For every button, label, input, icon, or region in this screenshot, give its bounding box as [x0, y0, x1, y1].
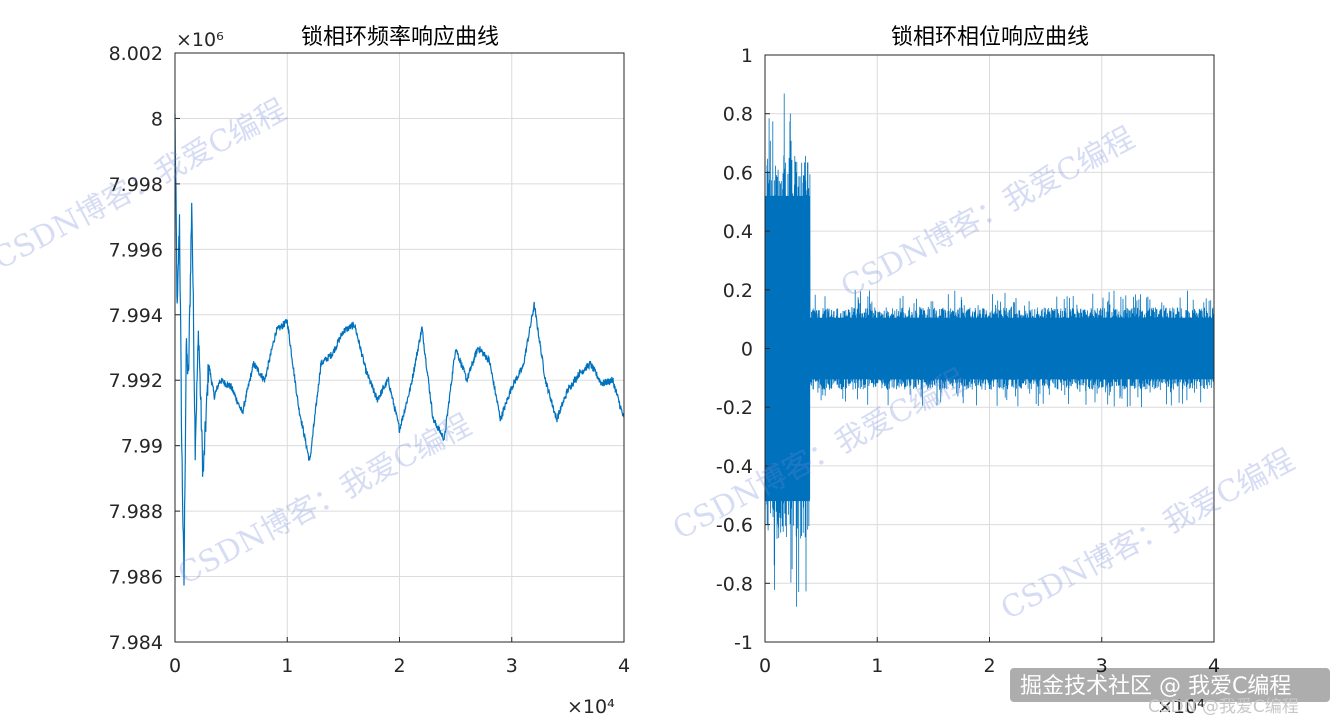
- y-tick-label: 0.8: [723, 104, 753, 126]
- y-tick-label: 7.986: [109, 567, 163, 589]
- y-tick-label: 8.002: [109, 43, 163, 65]
- corner-watermark-backdrop: [1010, 668, 1330, 702]
- y-ticks-left: 7.984 7.986 7.988 7.99 7.992 7.994 7.996 7.998 8…: [109, 43, 180, 654]
- y-tick-label: 7.99: [121, 436, 163, 458]
- series-line: [174, 113, 625, 586]
- y-tick-label: 1: [741, 45, 753, 67]
- phase-response-plot: 0 1 2 3 4 -1 -0.8 -0.6 -0.4 -0.2 0 0.2 0.4 0.6 0.8 1 锁…: [716, 25, 1220, 718]
- x-tick-label: 3: [1096, 655, 1108, 677]
- y-tick-label: 7.988: [109, 501, 163, 523]
- x-tick-label: 3: [506, 655, 518, 677]
- x-tick-label: 4: [1208, 655, 1220, 677]
- series-right: [764, 93, 1215, 607]
- y-tick-label: -1: [734, 632, 753, 654]
- y-tick-label: 8: [151, 108, 163, 130]
- chart-title-right: 锁相环相位响应曲线: [891, 25, 1089, 50]
- x-tick-label: 2: [983, 655, 995, 677]
- y-tick-label: 7.996: [109, 239, 163, 261]
- x-ticks-right: 0 1 2 3 4: [759, 637, 1220, 677]
- y-tick-label: 0: [741, 339, 753, 361]
- chart-title-left: 锁相环频率响应曲线: [301, 25, 499, 50]
- x-tick-label: 2: [393, 655, 405, 677]
- corner-watermark-faint: CSDN @我爱C编程: [1148, 697, 1299, 717]
- y-tick-label: -0.6: [716, 515, 753, 537]
- y-exponent-left: ×10⁶: [176, 29, 224, 51]
- y-tick-label: -0.8: [716, 573, 753, 595]
- y-ticks-right: -1 -0.8 -0.6 -0.4 -0.2 0 0.2 0.4 0.6 0.8 1: [716, 45, 770, 654]
- y-tick-label: 0.6: [723, 162, 753, 184]
- x-tick-label: 1: [871, 655, 883, 677]
- corner-watermark-text: 掘金技术社区 @ 我爱C编程: [1020, 674, 1291, 699]
- x-ticks-left: 0 1 2 3 4: [169, 637, 630, 677]
- y-tick-label: 7.992: [109, 370, 163, 392]
- y-tick-label: -0.4: [716, 456, 753, 478]
- y-tick-label: 0.2: [723, 280, 753, 302]
- x-tick-label: 0: [169, 655, 181, 677]
- frequency-response-plot: 0 1 2 3 4 7.984 7.986 7.988 7.99 7.992 7.994 7.996…: [109, 25, 630, 718]
- x-tick-label: 4: [618, 655, 630, 677]
- y-tick-label: -0.2: [716, 397, 753, 419]
- corner-watermark: 掘金技术社区 @ 我爱C编程 CSDN @我爱C编程: [1010, 668, 1330, 717]
- y-tick-label: 7.994: [109, 305, 163, 327]
- y-tick-label: 0.4: [723, 221, 753, 243]
- y-tick-label: 7.984: [109, 632, 163, 654]
- x-tick-label: 1: [281, 655, 293, 677]
- y-tick-label: 7.998: [109, 174, 163, 196]
- x-tick-label: 0: [759, 655, 771, 677]
- x-exponent-right: ×10⁴: [1157, 696, 1205, 718]
- series-line: [764, 93, 1215, 607]
- x-exponent-left: ×10⁴: [567, 696, 615, 718]
- series-left: [174, 113, 625, 586]
